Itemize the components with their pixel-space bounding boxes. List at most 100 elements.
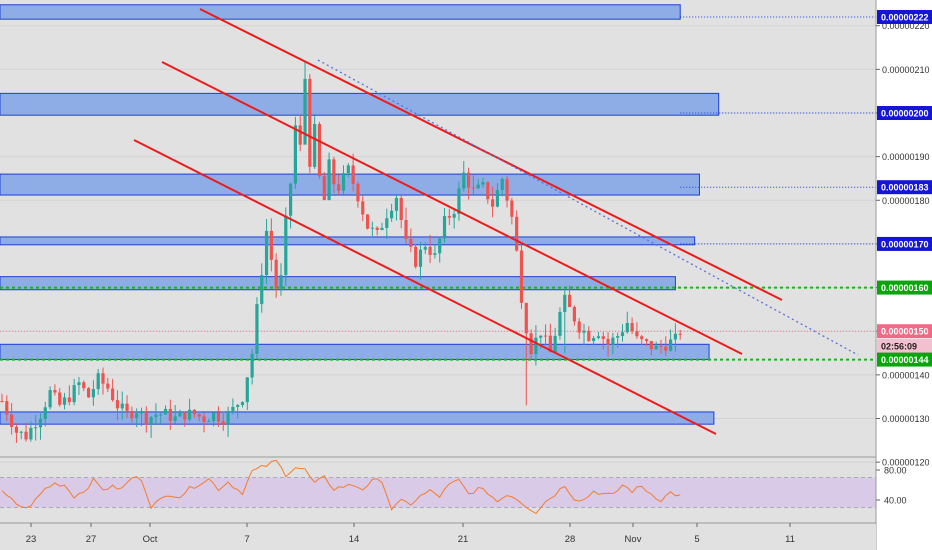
- time-axis-background: [0, 524, 876, 550]
- x-tick-label: 7: [244, 534, 249, 545]
- candle-body: [236, 405, 240, 407]
- candle-body: [226, 410, 230, 425]
- price-tag-label: 0.00000222: [881, 13, 929, 23]
- candle-body: [596, 336, 601, 339]
- candle-body: [534, 337, 538, 355]
- rsi-line: [1, 459, 681, 515]
- price-tag-timer: [877, 339, 932, 354]
- candle-body: [370, 227, 374, 229]
- candle-body: [491, 199, 495, 207]
- candle-body: [640, 336, 644, 340]
- candle-body: [48, 390, 52, 408]
- candle-body: [125, 403, 129, 411]
- candle-body: [510, 200, 514, 217]
- candle-body: [303, 78, 307, 145]
- candle-body: [567, 294, 572, 308]
- candle-body: [139, 411, 144, 414]
- candle-body: [96, 373, 100, 390]
- candle-body: [135, 413, 139, 419]
- candle-body: [486, 182, 490, 200]
- candle-body: [572, 307, 576, 322]
- candle-body: [192, 409, 196, 415]
- candle-body: [72, 385, 76, 403]
- candle-body: [279, 275, 283, 289]
- x-tick-label: 5: [694, 534, 699, 545]
- candle-body: [418, 249, 423, 267]
- candle-body: [659, 345, 663, 347]
- candle-body: [543, 335, 548, 337]
- candle-body: [505, 178, 509, 201]
- candle-body: [322, 176, 326, 200]
- candle-body: [481, 182, 485, 185]
- candle-body: [111, 388, 115, 401]
- candle-body: [625, 322, 629, 333]
- candle-body: [447, 216, 451, 218]
- candle-body: [332, 159, 336, 185]
- candle-body: [10, 414, 14, 427]
- candle-body: [519, 250, 524, 303]
- candle-body: [197, 414, 201, 417]
- candle-body: [212, 412, 216, 422]
- candle-body: [466, 172, 471, 188]
- price-axis-background: [876, 0, 932, 550]
- candle-body: [409, 238, 413, 247]
- candle-body: [144, 411, 148, 425]
- candle-body: [500, 178, 504, 191]
- candle-body: [14, 426, 19, 433]
- price-tag-green: [877, 352, 932, 367]
- candle-body: [438, 238, 442, 254]
- candle-body: [476, 184, 480, 189]
- candle-body: [264, 230, 269, 276]
- support-resistance-zone: [0, 92, 720, 116]
- candle-body: [187, 409, 192, 420]
- candle-body: [423, 246, 427, 250]
- candle-body: [313, 124, 317, 167]
- candle-body: [202, 416, 206, 423]
- candle-body: [337, 184, 341, 191]
- candle-body: [293, 125, 298, 184]
- support-resistance-zone: [0, 236, 696, 246]
- candle-body: [587, 330, 591, 341]
- candle-body: [563, 294, 567, 313]
- rsi-pane: [0, 459, 932, 524]
- price-tag-blue: [877, 106, 932, 121]
- candle-body: [394, 197, 399, 211]
- candle-body: [616, 336, 620, 338]
- candle-body: [240, 402, 245, 406]
- price-tag-blue: [877, 236, 932, 251]
- candle-body: [664, 346, 668, 351]
- candle-body: [120, 403, 124, 409]
- candle-body: [115, 400, 120, 409]
- candle-body: [19, 431, 23, 433]
- candle-body: [620, 332, 625, 337]
- price-tag-label: 0.00000183: [881, 183, 929, 193]
- candle-body: [91, 389, 95, 398]
- candle-body: [341, 173, 346, 191]
- candle-body: [173, 416, 177, 421]
- support-resistance-zone: [0, 276, 676, 291]
- candle-body: [168, 408, 172, 421]
- candle-body: [601, 336, 605, 339]
- candle-body: [154, 414, 158, 418]
- y-tick-label: 0.00000120: [882, 458, 930, 468]
- x-tick-label: 14: [349, 534, 360, 545]
- candle-body: [101, 373, 105, 384]
- y-tick-label: 0.00000130: [882, 414, 930, 424]
- candle-body: [361, 201, 365, 215]
- candle-body: [24, 431, 28, 440]
- candle-body: [130, 410, 134, 419]
- x-tick-label: 27: [86, 534, 97, 545]
- rsi-tick-label: 80.00: [884, 466, 907, 476]
- candle-body: [245, 377, 249, 403]
- support-resistance-zone: [0, 411, 715, 425]
- price-tag-blue: [877, 180, 932, 195]
- candle-body: [308, 78, 312, 167]
- price-tag-label: 0.00000160: [881, 283, 929, 293]
- candle-body: [442, 216, 447, 239]
- candle-body: [649, 340, 653, 350]
- candle-body: [558, 312, 562, 336]
- candle-body: [673, 333, 677, 340]
- price-tag-label: 0.00000200: [881, 109, 929, 119]
- candle-body: [399, 197, 403, 221]
